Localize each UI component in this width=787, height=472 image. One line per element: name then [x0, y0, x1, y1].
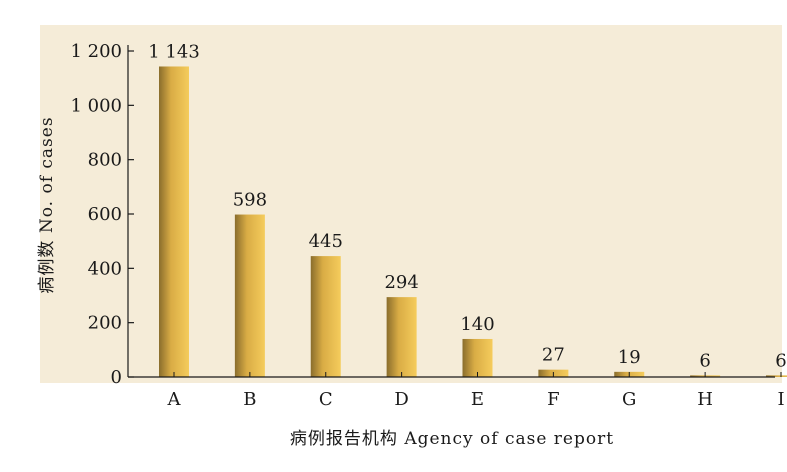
y-tick-label: 200: [88, 313, 122, 334]
x-tick-label: I: [777, 389, 784, 410]
y-tick-label: 800: [88, 150, 122, 171]
x-tick-label: E: [471, 389, 484, 410]
bar: [462, 338, 493, 377]
value-labels-group: 1 143 598 445 294 140 27 19 6 6: [148, 41, 786, 371]
bar: [159, 66, 189, 378]
bar-value-label: 19: [618, 347, 641, 368]
y-tick-label: 600: [88, 204, 122, 225]
y-ticks-group: 0 200 400 600 800 1 000 1 200: [70, 41, 134, 388]
bar-value-label: 6: [699, 350, 710, 371]
bar: [310, 256, 341, 377]
bar-value-label: 6: [775, 350, 786, 371]
bar-value-label: 1 143: [148, 41, 200, 62]
y-tick-label: 400: [88, 258, 122, 279]
x-tick-label: F: [547, 389, 560, 410]
bar-value-label: 445: [309, 231, 343, 252]
bar-value-label: 598: [233, 190, 267, 211]
x-tick-label: B: [243, 389, 256, 410]
bar: [234, 214, 265, 377]
bar-value-label: 140: [460, 314, 494, 335]
bar: [386, 297, 417, 377]
x-tick-label: G: [622, 389, 636, 410]
x-tick-label: D: [394, 389, 408, 410]
x-axis-title: 病例报告机构 Agency of case report: [290, 429, 614, 449]
bars-group: [159, 66, 787, 378]
bar-value-label: 27: [542, 345, 565, 366]
x-tick-label: C: [319, 389, 333, 410]
bar-value-label: 294: [384, 272, 418, 293]
bar: [766, 375, 787, 377]
x-tick-label: H: [697, 389, 713, 410]
y-tick-label: 1 200: [70, 41, 122, 62]
y-tick-label: 1 000: [70, 95, 122, 116]
x-tick-label: A: [167, 389, 182, 410]
y-axis-title: 病例数 No. of cases: [37, 116, 57, 293]
x-ticks-group: A B C D E F G H I: [167, 372, 785, 410]
y-tick-label: 0: [111, 367, 122, 388]
